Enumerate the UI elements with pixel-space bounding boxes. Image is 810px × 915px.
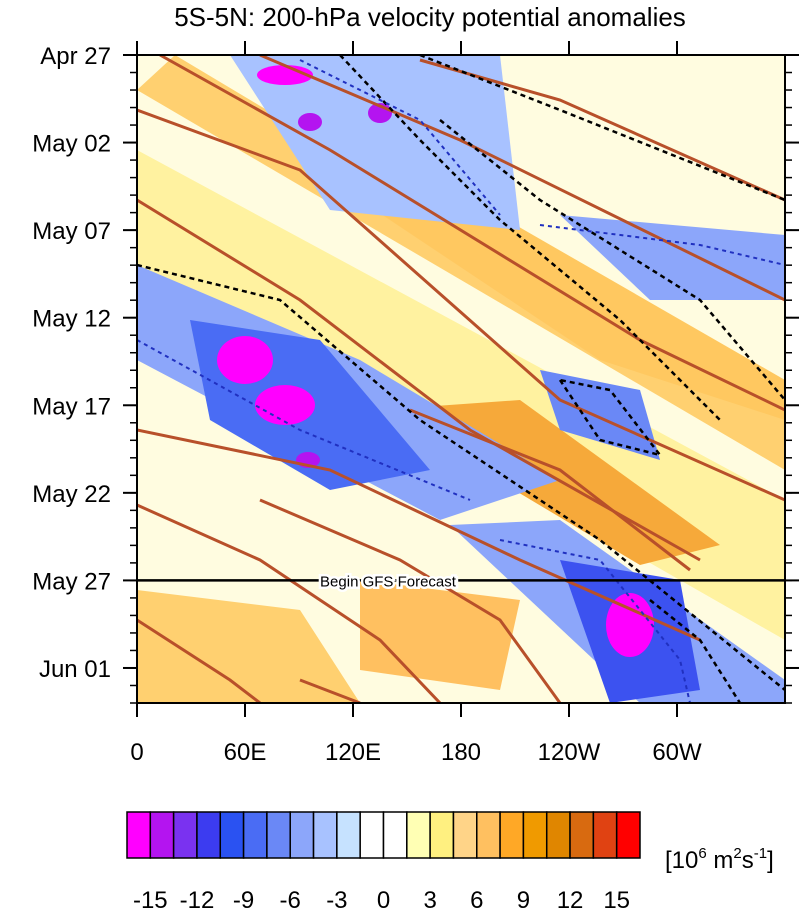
x-tick-label: 0: [130, 739, 143, 766]
y-tick-label: May 22: [32, 481, 111, 508]
y-tick-label: May 07: [32, 218, 111, 245]
units-part: -1: [754, 845, 767, 862]
forecast-label: Begin GFS Forecast: [320, 573, 457, 590]
colorbar-tick-label: 3: [423, 887, 436, 914]
colorbar-box: [592, 811, 618, 859]
colorbar-tick-label: -12: [180, 887, 215, 914]
colorbar-box: [522, 811, 548, 859]
x-tick-label: 120W: [538, 739, 601, 766]
colorbar-box: [452, 811, 478, 859]
colorbar-box: [196, 811, 222, 859]
colorbar-units: [106 m2s-1]: [665, 845, 774, 874]
x-tick-label: 120E: [325, 739, 381, 766]
y-tick-label: Jun 01: [39, 656, 111, 683]
colorbar-tick-label: 6: [470, 887, 483, 914]
units-part: [10: [665, 847, 698, 874]
colorbar-box: [429, 811, 455, 859]
colorbar-box: [126, 811, 152, 859]
colorbar-tick-label: 9: [517, 887, 530, 914]
colorbar-box: [312, 811, 338, 859]
colorbar-tick-label: -9: [233, 887, 254, 914]
colorbar-box: [289, 811, 315, 859]
x-tick-label: 180: [441, 739, 481, 766]
colorbar-box: [359, 811, 385, 859]
colorbar-box: [172, 811, 198, 859]
units-part: ]: [767, 847, 774, 874]
y-tick-label: May 02: [32, 131, 111, 158]
colorbar-tick-label: -15: [133, 887, 168, 914]
colorbar-box: [406, 811, 431, 859]
units-part: 6: [698, 845, 706, 862]
colorbar-tick-label: 12: [557, 887, 584, 914]
colorbar-box: [569, 811, 595, 859]
units-part: s: [742, 847, 754, 874]
colorbar-box: [476, 811, 501, 859]
colorbar-box: [219, 811, 245, 859]
colorbar-box: [149, 811, 175, 859]
colorbar-tick-label: -3: [326, 887, 347, 914]
colorbar-box: [266, 811, 291, 859]
x-tick-label: 60E: [224, 739, 267, 766]
colorbar-box: [336, 811, 361, 859]
colorbar-tick-label: 15: [603, 887, 630, 914]
colorbar-box: [242, 811, 268, 859]
field: [137, 55, 785, 703]
y-tick-label: May 17: [32, 393, 111, 420]
colorbar-box: [382, 811, 408, 859]
colorbar-tick-label: 0: [377, 887, 390, 914]
units-part: 2: [733, 845, 741, 862]
y-tick-label: May 27: [32, 568, 111, 595]
colorbar-box: [545, 811, 571, 859]
colorbar-box: [615, 811, 641, 859]
y-tick-label: Apr 27: [40, 43, 111, 70]
colorbar-box: [499, 811, 525, 859]
units-part: m: [707, 847, 734, 874]
x-tick-label: 60W: [652, 739, 702, 766]
colorbar-tick-label: -6: [280, 887, 301, 914]
chart-title: 5S-5N: 200-hPa velocity potential anomal…: [174, 2, 686, 32]
y-tick-label: May 12: [32, 306, 111, 333]
